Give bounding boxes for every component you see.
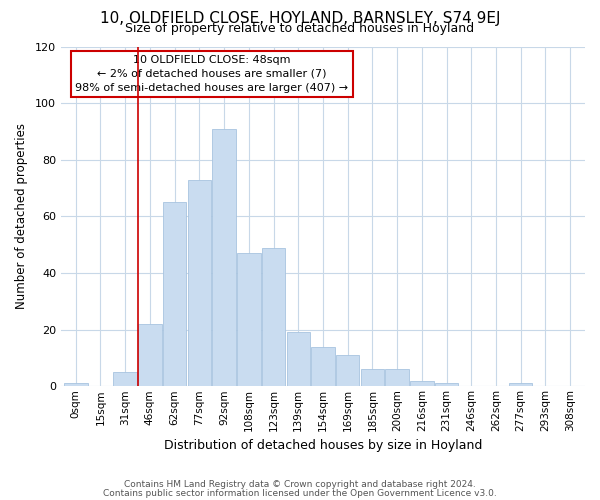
Bar [311, 346, 335, 387]
Text: Contains public sector information licensed under the Open Government Licence v3: Contains public sector information licen… [103, 488, 497, 498]
Bar [385, 370, 409, 386]
Bar [262, 248, 285, 386]
Bar [336, 355, 359, 386]
Text: Contains HM Land Registry data © Crown copyright and database right 2024.: Contains HM Land Registry data © Crown c… [124, 480, 476, 489]
Bar [163, 202, 187, 386]
Bar [188, 180, 211, 386]
Text: 10, OLDFIELD CLOSE, HOYLAND, BARNSLEY, S74 9EJ: 10, OLDFIELD CLOSE, HOYLAND, BARNSLEY, S… [100, 11, 500, 26]
Bar [361, 370, 384, 386]
Text: 10 OLDFIELD CLOSE: 48sqm
← 2% of detached houses are smaller (7)
98% of semi-det: 10 OLDFIELD CLOSE: 48sqm ← 2% of detache… [75, 55, 348, 93]
Bar [410, 380, 434, 386]
Bar [237, 253, 260, 386]
Bar [138, 324, 161, 386]
Bar [435, 384, 458, 386]
Bar [113, 372, 137, 386]
Text: Size of property relative to detached houses in Hoyland: Size of property relative to detached ho… [125, 22, 475, 35]
X-axis label: Distribution of detached houses by size in Hoyland: Distribution of detached houses by size … [164, 440, 482, 452]
Bar [509, 384, 532, 386]
Bar [64, 384, 88, 386]
Bar [287, 332, 310, 386]
Y-axis label: Number of detached properties: Number of detached properties [15, 124, 28, 310]
Bar [212, 128, 236, 386]
